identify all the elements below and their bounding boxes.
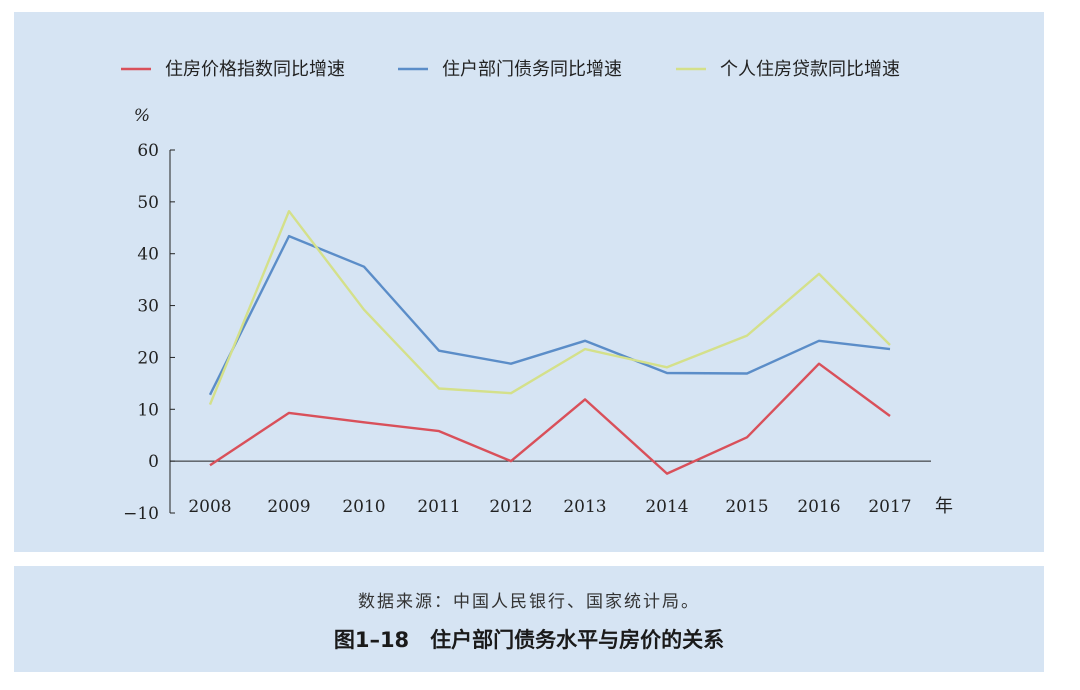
x-tick-label: 2008	[188, 497, 231, 517]
y-tick-label: −10	[123, 504, 159, 524]
legend: 住房价格指数同比增速 住户部门债务同比增速 个人住房贷款同比增速	[121, 59, 900, 80]
legend-label: 个人住房贷款同比增速	[720, 59, 900, 80]
series-line	[208, 209, 891, 406]
figure-title: 图1–18 住户部门债务水平与房价的关系	[333, 628, 725, 652]
legend-label: 住房价格指数同比增速	[165, 59, 345, 80]
x-tick-label: 2017	[868, 497, 911, 517]
x-tick-label: 2010	[342, 497, 385, 517]
y-tick-label: 60	[137, 141, 159, 161]
legend-label: 住户部门债务同比增速	[442, 59, 622, 80]
chart-panel: 住房价格指数同比增速 住户部门债务同比增速 个人住房贷款同比增速 % 60 50 40 3…	[14, 12, 1044, 552]
y-tick-label: 50	[137, 193, 159, 213]
series-lines	[208, 209, 891, 475]
x-tick-label: 2012	[489, 497, 532, 517]
series-line	[209, 362, 891, 475]
x-tick-label: 2016	[797, 497, 840, 517]
x-unit-label: 年	[935, 496, 953, 517]
x-tick-label: 2014	[645, 497, 688, 517]
x-tick-label: 2013	[563, 497, 606, 517]
y-tick-label: 0	[148, 452, 159, 472]
y-tick-label: 30	[137, 297, 159, 317]
series-line	[208, 234, 891, 396]
x-tick-label: 2009	[267, 497, 310, 517]
y-tick-label: 40	[137, 245, 159, 265]
x-tick-label: 2015	[725, 497, 768, 517]
caption-panel: 数据来源：中国人民银行、国家统计局。 图1–18 住户部门债务水平与房价的关系	[14, 566, 1044, 672]
y-unit-label: %	[134, 106, 150, 126]
x-tick-label: 2011	[417, 497, 460, 517]
data-source-note: 数据来源：中国人民银行、国家统计局。	[358, 592, 700, 612]
y-tick-label: 20	[137, 348, 159, 368]
y-tick-label: 10	[137, 400, 159, 420]
line-chart: 住房价格指数同比增速 住户部门债务同比增速 个人住房贷款同比增速 % 60 50 40 3…	[121, 59, 953, 524]
